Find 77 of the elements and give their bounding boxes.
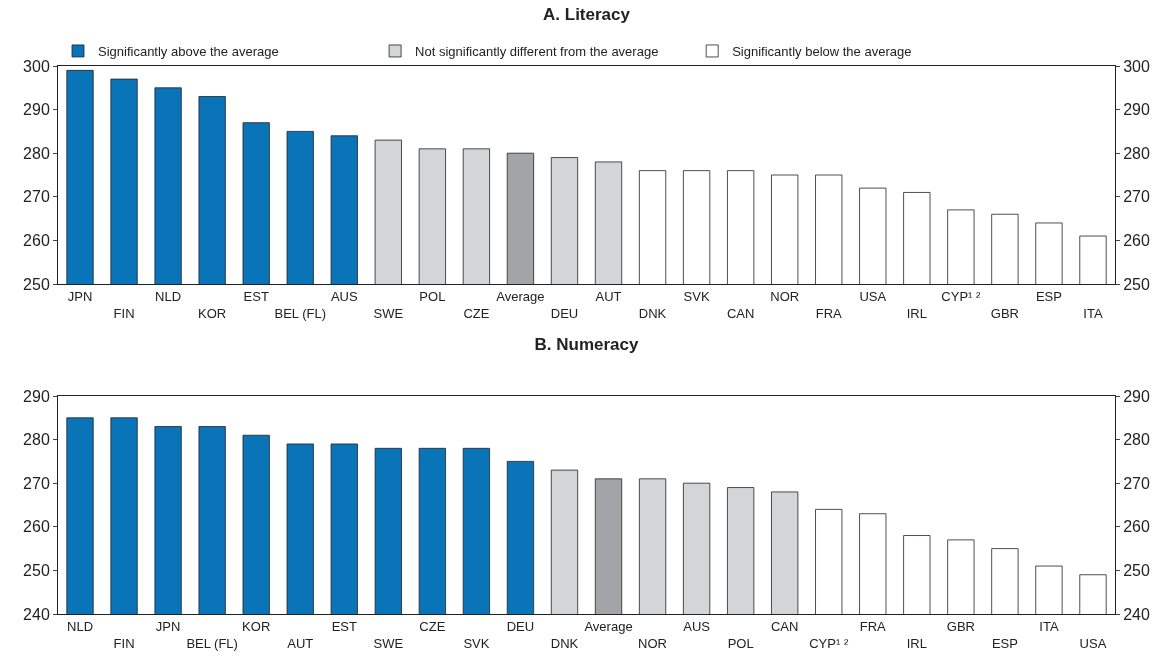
y2-tick-label: 280 — [1123, 431, 1150, 449]
x-tick-label: USA — [859, 288, 887, 304]
y2-tick-label: 290 — [1123, 101, 1150, 119]
x-tick-label: AUS — [683, 618, 711, 634]
y2-tick-label: 300 — [1123, 57, 1150, 75]
x-tick-label: JPN — [155, 618, 181, 634]
y-tick-label: 290 — [23, 387, 50, 405]
x-tick-label: CZE — [463, 305, 490, 321]
y2-tick-label: 270 — [1123, 188, 1150, 206]
y-tick-label: 300 — [23, 57, 50, 75]
y-tick-label: 250 — [23, 562, 50, 579]
x-tick-label: SVK — [683, 288, 710, 304]
x-tick-label: BEL (FL) — [186, 635, 238, 651]
x-tick-label: FIN — [113, 635, 135, 651]
x-tick-label: EST — [331, 618, 357, 634]
x-tick-label: EST — [243, 288, 269, 304]
x-tick-label: ESP — [991, 635, 1018, 651]
x-tick-label: IRL — [906, 635, 927, 651]
x-tick-label: AUT — [287, 635, 314, 651]
x-tick-label: SWE — [373, 635, 404, 651]
x-tick-label: IRL — [906, 305, 927, 321]
y-tick-label: 250 — [23, 275, 50, 293]
x-tick-label: CZE — [419, 618, 446, 634]
x-tick-label: FIN — [113, 305, 135, 321]
x-tick-label: AUS — [330, 288, 358, 304]
x-tick-label: NOR — [638, 635, 668, 651]
x-tick-label: SVK — [463, 635, 490, 651]
legend-label: Not significantly different from the average — [415, 44, 659, 60]
x-tick-label: DEU — [506, 618, 535, 634]
x-tick-label: BEL (FL) — [274, 305, 326, 321]
x-tick-label: KOR — [198, 305, 227, 321]
y2-tick-label: 250 — [1123, 275, 1150, 293]
y-tick-label: 290 — [23, 101, 50, 119]
y2-tick-label: 290 — [1123, 387, 1150, 405]
y-tick-label: 270 — [23, 188, 50, 206]
y-tick-label: 280 — [23, 144, 50, 162]
legend-label: Significantly above the average — [98, 44, 279, 60]
y2-tick-label: 280 — [1123, 144, 1150, 162]
x-tick-label: CYP¹ ² — [941, 288, 982, 304]
x-tick-label: FRA — [859, 618, 887, 634]
x-tick-label: FRA — [815, 305, 843, 321]
x-tick-label: CAN — [770, 618, 799, 634]
x-tick-label: JPN — [67, 288, 93, 304]
y2-tick-label: 240 — [1123, 605, 1150, 623]
x-tick-label: ITA — [1083, 305, 1103, 321]
y-tick-label: 260 — [23, 232, 50, 249]
x-tick-label: NLD — [155, 288, 182, 304]
x-tick-label: ITA — [1039, 618, 1059, 634]
x-tick-label: ESP — [1035, 288, 1062, 304]
x-tick-label: Average — [496, 288, 545, 304]
x-tick-label: KOR — [242, 618, 271, 634]
y-tick-label: 270 — [23, 474, 50, 492]
x-tick-label: USA — [1079, 635, 1107, 651]
y2-tick-label: 260 — [1123, 518, 1150, 536]
y2-tick-label: 250 — [1123, 562, 1150, 579]
x-tick-label: GBR — [946, 618, 975, 634]
x-tick-label: DNK — [550, 635, 579, 651]
x-tick-label: POL — [419, 288, 446, 304]
legend-label: Significantly below the average — [732, 44, 912, 60]
x-tick-label: NOR — [770, 288, 800, 304]
y-tick-label: 280 — [23, 431, 50, 449]
x-tick-label: AUT — [595, 288, 622, 304]
y-tick-label: 240 — [23, 605, 50, 623]
x-tick-label: CAN — [726, 305, 755, 321]
y2-tick-label: 260 — [1123, 232, 1150, 249]
x-tick-label: DEU — [550, 305, 579, 321]
y2-tick-label: 270 — [1123, 474, 1150, 492]
x-tick-label: DNK — [638, 305, 667, 321]
x-tick-label: POL — [727, 635, 754, 651]
x-tick-label: NLD — [67, 618, 94, 634]
x-tick-label: Average — [584, 618, 633, 634]
x-tick-label: GBR — [990, 305, 1019, 321]
x-tick-label: CYP¹ ² — [809, 635, 849, 651]
chart-title: B. Numeracy — [534, 335, 640, 355]
x-tick-label: SWE — [373, 305, 404, 321]
chart-title: A. Literacy — [543, 5, 631, 25]
y-tick-label: 260 — [23, 518, 50, 536]
